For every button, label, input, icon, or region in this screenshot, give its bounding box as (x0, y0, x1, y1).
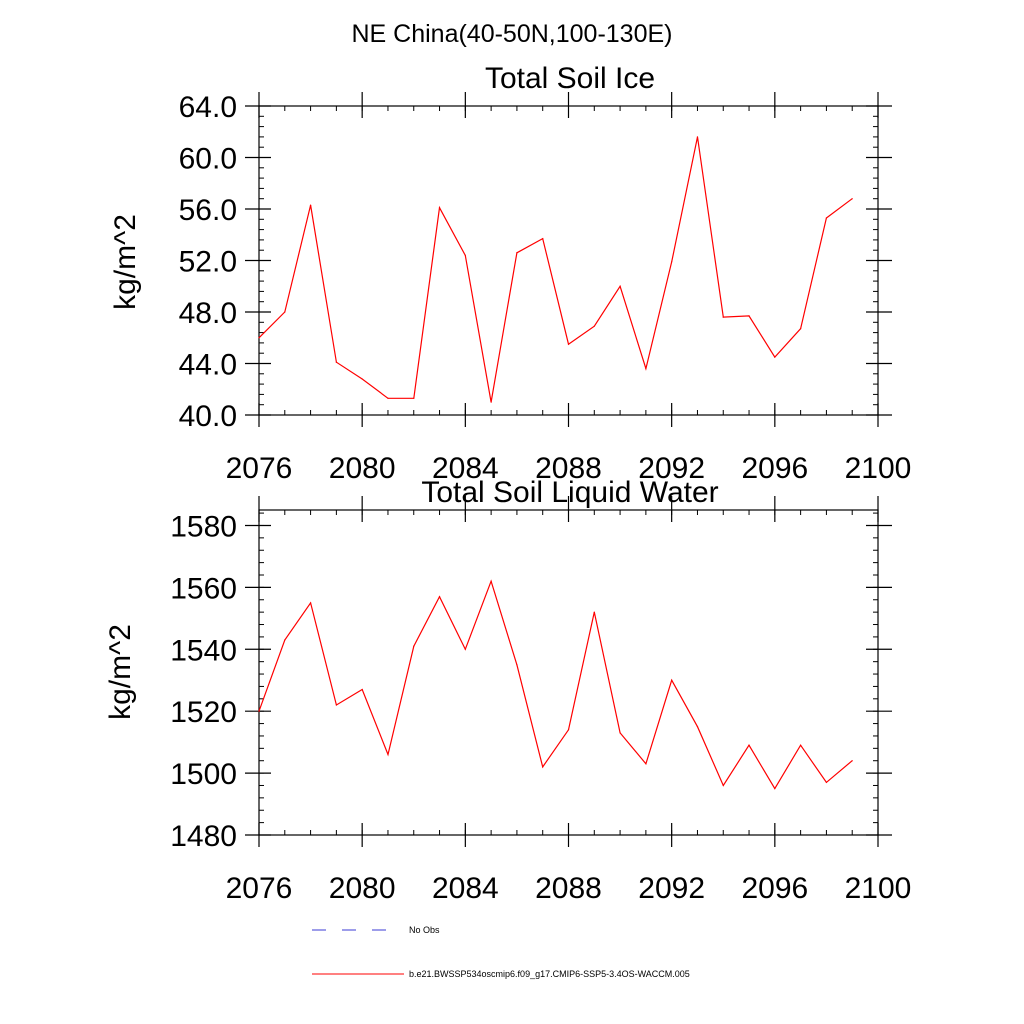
ice-data-point (309, 204, 312, 206)
ice-plot-frame (258, 105, 879, 416)
liquid-y-tick-label: 1480 (170, 820, 237, 853)
liquid-y-axis-label: kg/m^2 (104, 624, 137, 720)
liquid-x-tick-label: 2080 (329, 872, 396, 905)
ice-data-point (722, 316, 724, 318)
liquid-data-point (413, 645, 415, 647)
ice-x-tick-label: 2092 (638, 452, 705, 485)
liquid-data-point (490, 580, 492, 582)
ice-data-point (671, 261, 673, 263)
ice-y-axis-label: kg/m^2 (109, 214, 142, 310)
liquid-x-tick-label: 2092 (638, 872, 705, 905)
ice-data-point (825, 217, 828, 219)
liquid-data-point (335, 704, 337, 706)
liquid-data-point (619, 732, 621, 734)
liquid-data-point (464, 648, 466, 650)
ice-x-tick-label: 2084 (432, 452, 499, 485)
ice-data-point (258, 337, 260, 339)
liquid-panel-title: Total Soil Liquid Water (421, 476, 718, 509)
liquid-data-point (593, 611, 595, 613)
ice-panel-title: Total Soil Ice (485, 62, 655, 95)
ice-y-tick-label: 52.0 (179, 246, 237, 279)
ice-data-point (284, 311, 286, 313)
ice-x-tick-label: 2076 (226, 452, 293, 485)
liquid-data-point (567, 729, 570, 731)
ice-data-point (567, 343, 570, 345)
ice-data-point (851, 198, 853, 200)
ice-data-point (645, 368, 647, 370)
legend-label-model: b.e21.BWSSP534oscmip6.f09_g17.CMIP6-SSP5… (409, 969, 690, 979)
liquid-data-point (258, 710, 260, 712)
ice-data-point (413, 397, 415, 399)
liquid-data-point (774, 787, 776, 790)
liquid-data-point (722, 784, 724, 787)
ice-x-tick-label: 2088 (535, 452, 602, 485)
liquid-x-tick-label: 2088 (535, 872, 602, 905)
legend: No Obs b.e21.BWSSP534oscmip6.f09_g17.CMI… (312, 925, 690, 979)
liquid-data-point (542, 766, 544, 768)
liquid-data-point (309, 602, 312, 604)
liquid-data-point (748, 744, 750, 746)
ice-y-tick-label: 64.0 (179, 91, 237, 124)
ice-data-point (335, 361, 337, 363)
legend-label-no-obs: No Obs (409, 925, 440, 935)
liquid-series-line (258, 579, 853, 790)
ice-y-tick-label: 40.0 (179, 400, 237, 433)
ice-y-tick-label: 56.0 (179, 194, 237, 227)
ice-data-point (800, 328, 802, 330)
liquid-data-point (800, 744, 802, 746)
liquid-data-point (284, 639, 286, 641)
ice-data-point (542, 238, 544, 240)
ice-data-point (438, 207, 441, 209)
page-title: NE China(40-50N,100-130E) (351, 20, 672, 48)
liquid-data-point (516, 664, 518, 666)
liquid-data-point (438, 596, 441, 598)
liquid-data-point (387, 753, 389, 756)
liquid-data-point (361, 688, 363, 691)
ice-x-tick-label: 2100 (845, 452, 912, 485)
liquid-y-tick-label: 1520 (170, 696, 237, 729)
ice-data-point (748, 315, 750, 317)
ice-data-point (464, 254, 466, 256)
ice-x-tick-label: 2080 (329, 452, 396, 485)
ice-data-point (516, 252, 518, 254)
liquid-x-tick-label: 2100 (845, 872, 912, 905)
ice-data-point (593, 325, 595, 327)
liquid-data-point (825, 781, 828, 783)
liquid-y-tick-label: 1540 (170, 634, 237, 667)
ice-y-tick-label: 60.0 (179, 143, 237, 176)
ice-data-point (774, 356, 776, 358)
liquid-x-tick-label: 2076 (226, 872, 293, 905)
liquid-y-tick-label: 1500 (170, 758, 237, 791)
liquid-y-tick-label: 1560 (170, 572, 237, 605)
ice-x-tick-label: 2096 (741, 452, 808, 485)
liquid-data-point (851, 760, 853, 762)
liquid-data-point (671, 679, 673, 681)
liquid-data-point (696, 726, 699, 728)
ice-y-tick-label: 44.0 (179, 349, 237, 382)
ice-data-point (361, 378, 363, 380)
liquid-x-tick-label: 2096 (741, 872, 808, 905)
ice-data-point (619, 285, 621, 287)
ice-data-point (490, 401, 492, 403)
liquid-data-point (645, 763, 647, 765)
liquid-y-tick-label: 1580 (170, 510, 237, 543)
ice-y-tick-label: 48.0 (179, 297, 237, 330)
ice-data-point (387, 397, 389, 399)
ice-series-line (258, 136, 853, 403)
liquid-x-tick-label: 2084 (432, 872, 499, 905)
ice-data-point (696, 136, 699, 138)
liquid-plot-frame (258, 509, 879, 836)
